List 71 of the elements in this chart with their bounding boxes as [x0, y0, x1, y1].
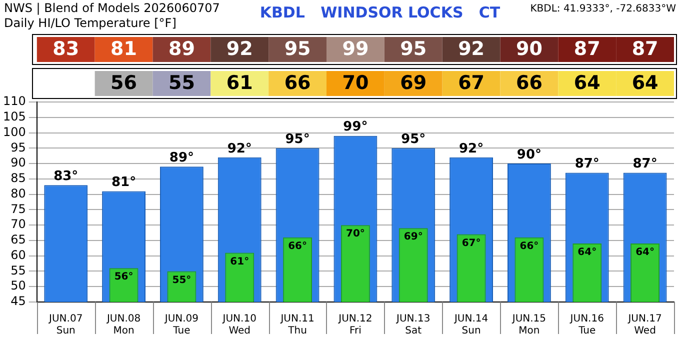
x-tick-label: JUN.14 Sun	[453, 314, 488, 337]
text: 83	[52, 38, 80, 60]
chart-subtitle: Daily HI/LO Temperature [°F]	[4, 16, 176, 30]
data-label: 64°	[578, 247, 597, 258]
text: KBDL: 41.9333°, -72.6833°W	[530, 4, 676, 15]
data-label: 95°	[285, 132, 310, 148]
text: 90	[516, 38, 542, 60]
chart-title: NWS | Blend of Models 2026060707	[4, 1, 220, 16]
text: 66	[516, 72, 542, 94]
y-tick-label: 55	[10, 263, 26, 278]
y-tick-label: 105	[3, 110, 26, 124]
text: 92	[226, 38, 253, 60]
data-label: 92°	[458, 141, 484, 156]
text: 87	[632, 38, 658, 60]
text: 56	[110, 72, 138, 94]
text: 69	[400, 72, 427, 94]
y-tick-label: 110	[3, 94, 26, 108]
x-tick-label: JUN.11 Thu	[280, 314, 314, 337]
data-label: 90°	[516, 147, 542, 162]
y-tick-label: 75	[10, 202, 26, 216]
text: 61	[226, 72, 253, 94]
text: 81	[110, 38, 138, 60]
x-tick-label: JUN.12 Fri	[338, 314, 372, 337]
data-label: 69°	[404, 232, 423, 243]
y-tick-label: 45	[10, 294, 26, 308]
data-label: 89°	[169, 150, 194, 166]
data-label: 87°	[574, 156, 600, 172]
data-label: 64°	[636, 247, 654, 258]
text: 89	[168, 38, 195, 60]
y-tick-label: 100	[3, 124, 26, 139]
text: 70	[342, 72, 369, 94]
data-label: 81°	[111, 175, 136, 190]
y-tick-label: 65	[10, 232, 26, 247]
text: 64	[574, 72, 600, 94]
x-tick-label: JUN.10 Wed	[222, 314, 256, 337]
x-tick-label: JUN.07 Sun	[48, 314, 83, 337]
data-label: 55°	[172, 274, 192, 286]
x-tick-label: JUN.08 Mon	[106, 314, 141, 337]
text: 87	[574, 38, 600, 60]
x-tick-label: JUN.16 Tue	[569, 314, 604, 337]
data-label: 66°	[288, 240, 307, 252]
y-tick-label: 85	[10, 171, 26, 186]
text: 67	[458, 72, 485, 94]
text: 99	[342, 38, 369, 60]
text: 92	[458, 38, 485, 60]
text: 55	[168, 72, 195, 94]
x-tick-label: JUN.09 Tue	[164, 314, 199, 337]
x-tick-label: JUN.13 Sat	[396, 314, 430, 337]
y-tick-label: 70	[10, 217, 26, 232]
data-label: 70°	[346, 228, 365, 240]
text: KBDL WINDSOR LOCKS CT	[260, 3, 501, 22]
data-label: 83°	[54, 168, 78, 184]
x-tick-label: JUN.17 Wed	[627, 314, 662, 337]
y-tick-label: 90	[10, 156, 26, 170]
y-tick-label: 95	[10, 140, 26, 154]
data-label: 87°	[632, 156, 658, 172]
data-label: 61°	[230, 256, 250, 268]
y-tick-label: 60	[10, 248, 26, 262]
text: 95	[284, 38, 311, 60]
data-label: 67°	[462, 238, 481, 249]
y-tick-label: 80	[10, 186, 26, 200]
data-label: 95°	[401, 132, 426, 148]
data-label: 92°	[227, 141, 252, 156]
data-label: 99°	[343, 120, 368, 135]
text: 95	[400, 38, 427, 60]
text: 66	[284, 72, 311, 94]
data-label: 66°	[520, 240, 539, 252]
text: 64	[632, 72, 658, 94]
x-tick-label: JUN.15 Mon	[511, 314, 546, 337]
y-tick-label: 50	[10, 278, 26, 293]
data-label: 56°	[114, 272, 134, 283]
